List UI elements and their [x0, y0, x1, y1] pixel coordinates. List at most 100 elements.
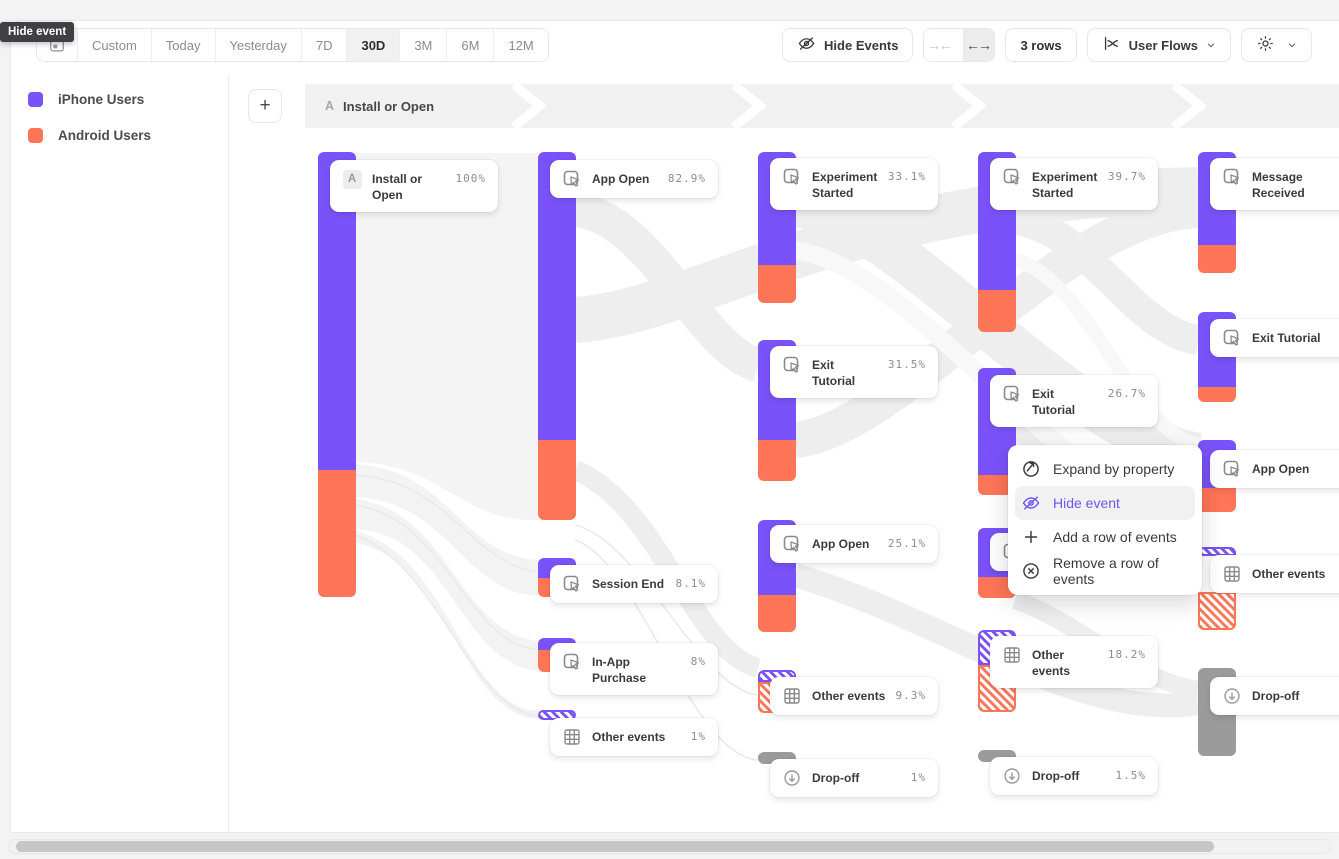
- legend-label: Android Users: [58, 128, 152, 143]
- flow-node-label: Other events: [592, 730, 666, 744]
- flow-node-3-drop-off[interactable]: Drop-off 1%: [770, 759, 938, 797]
- flow-node-4-other-events[interactable]: Other events 18.2%: [990, 636, 1158, 689]
- plus-icon: +: [259, 95, 271, 116]
- context-menu-item-label: Remove a row of events: [1053, 555, 1159, 587]
- flow-node-3-other-events[interactable]: Other events 9.3%: [770, 677, 938, 715]
- remove-circle-icon: [1021, 561, 1041, 581]
- flow-bar-1-install-or-open-android[interactable]: [318, 470, 356, 597]
- date-range-option-yesterday[interactable]: Yesterday: [214, 29, 301, 61]
- flow-node-5-app-open[interactable]: App Open: [1210, 450, 1339, 488]
- legend-color-swatch: [28, 128, 43, 143]
- flow-bar-3-app-open-android[interactable]: [758, 595, 796, 632]
- flow-bar-5-other-events-android-hatch[interactable]: [1198, 592, 1236, 630]
- flow-node-percentage: 18.2%: [1107, 648, 1146, 661]
- grid-icon: [1222, 564, 1242, 584]
- flow-node-3-experiment-started[interactable]: Experiment Started 33.1%: [770, 158, 938, 211]
- flow-node-4-drop-off[interactable]: Drop-off 1.5%: [990, 757, 1158, 795]
- event-context-menu: Expand by property Hide event Add a row of…: [1008, 445, 1202, 595]
- flow-bar-5-message-received-android[interactable]: [1198, 245, 1236, 273]
- date-range-option-6m[interactable]: 6M: [446, 29, 493, 61]
- flow-node-5-other-events[interactable]: Other events: [1210, 555, 1339, 593]
- flow-node-label: Exit Tutorial: [1032, 387, 1076, 418]
- flow-bar-3-exit-tutorial-android[interactable]: [758, 440, 796, 481]
- grid-icon: [1002, 645, 1022, 665]
- anchor-step-event-name: Install or Open: [343, 98, 435, 114]
- date-range-option-3m[interactable]: 3M: [399, 29, 446, 61]
- flow-node-label: Exit Tutorial: [812, 358, 856, 389]
- grid-icon: [562, 727, 582, 747]
- flow-node-5-exit-tutorial[interactable]: Exit Tutorial: [1210, 319, 1339, 357]
- flow-node-1-install-or-open[interactable]: A Install or Open 100%: [330, 160, 498, 213]
- flow-node-percentage: 1%: [910, 771, 926, 784]
- horizontal-scrollbar-track[interactable]: [8, 839, 1331, 854]
- anchor-step-label: A Install or Open: [325, 84, 434, 128]
- gear-icon: [1256, 34, 1275, 56]
- expand-collapse-toggle: →← ←→: [923, 28, 996, 62]
- flow-node-3-app-open[interactable]: App Open 25.1%: [770, 525, 938, 563]
- flow-bar-5-exit-tutorial-android[interactable]: [1198, 387, 1236, 402]
- date-range-option-12m[interactable]: 12M: [493, 29, 547, 61]
- event-icon: [782, 355, 802, 375]
- context-menu-item-add-a-row-of-events[interactable]: Add a row of events: [1008, 520, 1202, 554]
- dropoff-icon: [782, 768, 802, 788]
- date-range-option-custom[interactable]: Custom: [77, 29, 151, 61]
- flow-bar-2-app-open-android[interactable]: [538, 440, 576, 520]
- context-menu-item-remove-a-row-of-events[interactable]: Remove a row of events: [1008, 554, 1202, 588]
- anchor-step-badge: A: [325, 99, 335, 113]
- dropoff-icon: [1002, 766, 1022, 786]
- flow-node-4-exit-tutorial[interactable]: Exit Tutorial 26.7%: [990, 375, 1158, 428]
- expand-columns-button[interactable]: ←→: [963, 29, 995, 61]
- flow-node-label: Message Received: [1252, 170, 1305, 201]
- step-chevron-separator: [511, 84, 546, 128]
- flow-node-5-drop-off[interactable]: Drop-off: [1210, 677, 1339, 715]
- flow-node-label: Other events: [1252, 567, 1326, 581]
- date-range-option-7d[interactable]: 7D: [300, 29, 347, 61]
- context-menu-item-expand-by-property[interactable]: Expand by property: [1008, 452, 1202, 486]
- legend-item-iphone-users[interactable]: iPhone Users: [28, 92, 151, 107]
- legend-label: iPhone Users: [58, 92, 145, 107]
- flow-node-2-session-end[interactable]: Session End 8.1%: [550, 565, 718, 603]
- toolbar-right: Hide Events →← ←→ 3 rows User Flows: [782, 28, 1312, 62]
- flow-node-2-in-app-purchase[interactable]: In-App Purchase 8%: [550, 643, 718, 696]
- flow-node-percentage: 26.7%: [1107, 387, 1146, 400]
- event-icon: [562, 574, 582, 594]
- rows-count-button[interactable]: 3 rows: [1005, 28, 1077, 62]
- date-range-option-today[interactable]: Today: [150, 29, 215, 61]
- flow-node-5-message-received[interactable]: Message Received: [1210, 158, 1339, 211]
- date-range-option-30d[interactable]: 30D: [346, 29, 400, 61]
- flow-node-label: Session End: [592, 577, 665, 591]
- flow-node-3-exit-tutorial[interactable]: Exit Tutorial 31.5%: [770, 346, 938, 399]
- collapse-columns-button[interactable]: →←: [926, 37, 953, 53]
- flow-bar-3-experiment-started-android[interactable]: [758, 265, 796, 303]
- flow-node-2-other-events[interactable]: Other events 1%: [550, 718, 718, 756]
- flow-node-percentage: 9.3%: [895, 689, 926, 702]
- flow-node-percentage: 8%: [690, 655, 706, 668]
- flow-node-label: App Open: [812, 537, 870, 551]
- flow-node-percentage: 1.5%: [1115, 769, 1146, 782]
- flow-node-percentage: 82.9%: [667, 172, 706, 185]
- dropoff-icon: [1222, 686, 1242, 706]
- flow-bar-2-app-open-iphone[interactable]: [538, 152, 576, 440]
- event-icon: [1002, 384, 1022, 404]
- flow-node-label: Drop-off: [1032, 769, 1080, 783]
- flow-node-label: In-App Purchase: [592, 655, 647, 686]
- settings-dropdown[interactable]: [1241, 28, 1312, 62]
- step-chevron-separator: [1171, 84, 1206, 128]
- flow-node-4-experiment-started[interactable]: Experiment Started 39.7%: [990, 158, 1158, 211]
- flow-bar-5-app-open-android[interactable]: [1198, 488, 1236, 512]
- view-type-dropdown[interactable]: User Flows: [1086, 28, 1231, 62]
- context-menu-item-hide-event[interactable]: Hide event: [1015, 486, 1195, 520]
- sidebar-divider: [228, 75, 229, 833]
- flow-node-2-app-open[interactable]: App Open 82.9%: [550, 160, 718, 198]
- legend-item-android-users[interactable]: Android Users: [28, 128, 151, 143]
- chevron-down-icon: [1207, 43, 1215, 48]
- flow-node-percentage: 33.1%: [887, 170, 926, 183]
- add-step-button[interactable]: +: [248, 89, 282, 123]
- chevron-down-icon: [1288, 43, 1296, 48]
- hide-events-button[interactable]: Hide Events: [782, 28, 914, 62]
- cohort-legend: iPhone Users Android Users: [28, 92, 151, 143]
- horizontal-scrollbar-thumb[interactable]: [16, 841, 1214, 852]
- flow-bar-4-experiment-started-android[interactable]: [978, 290, 1016, 332]
- steps-header-strip[interactable]: A Install or Open: [305, 84, 1339, 128]
